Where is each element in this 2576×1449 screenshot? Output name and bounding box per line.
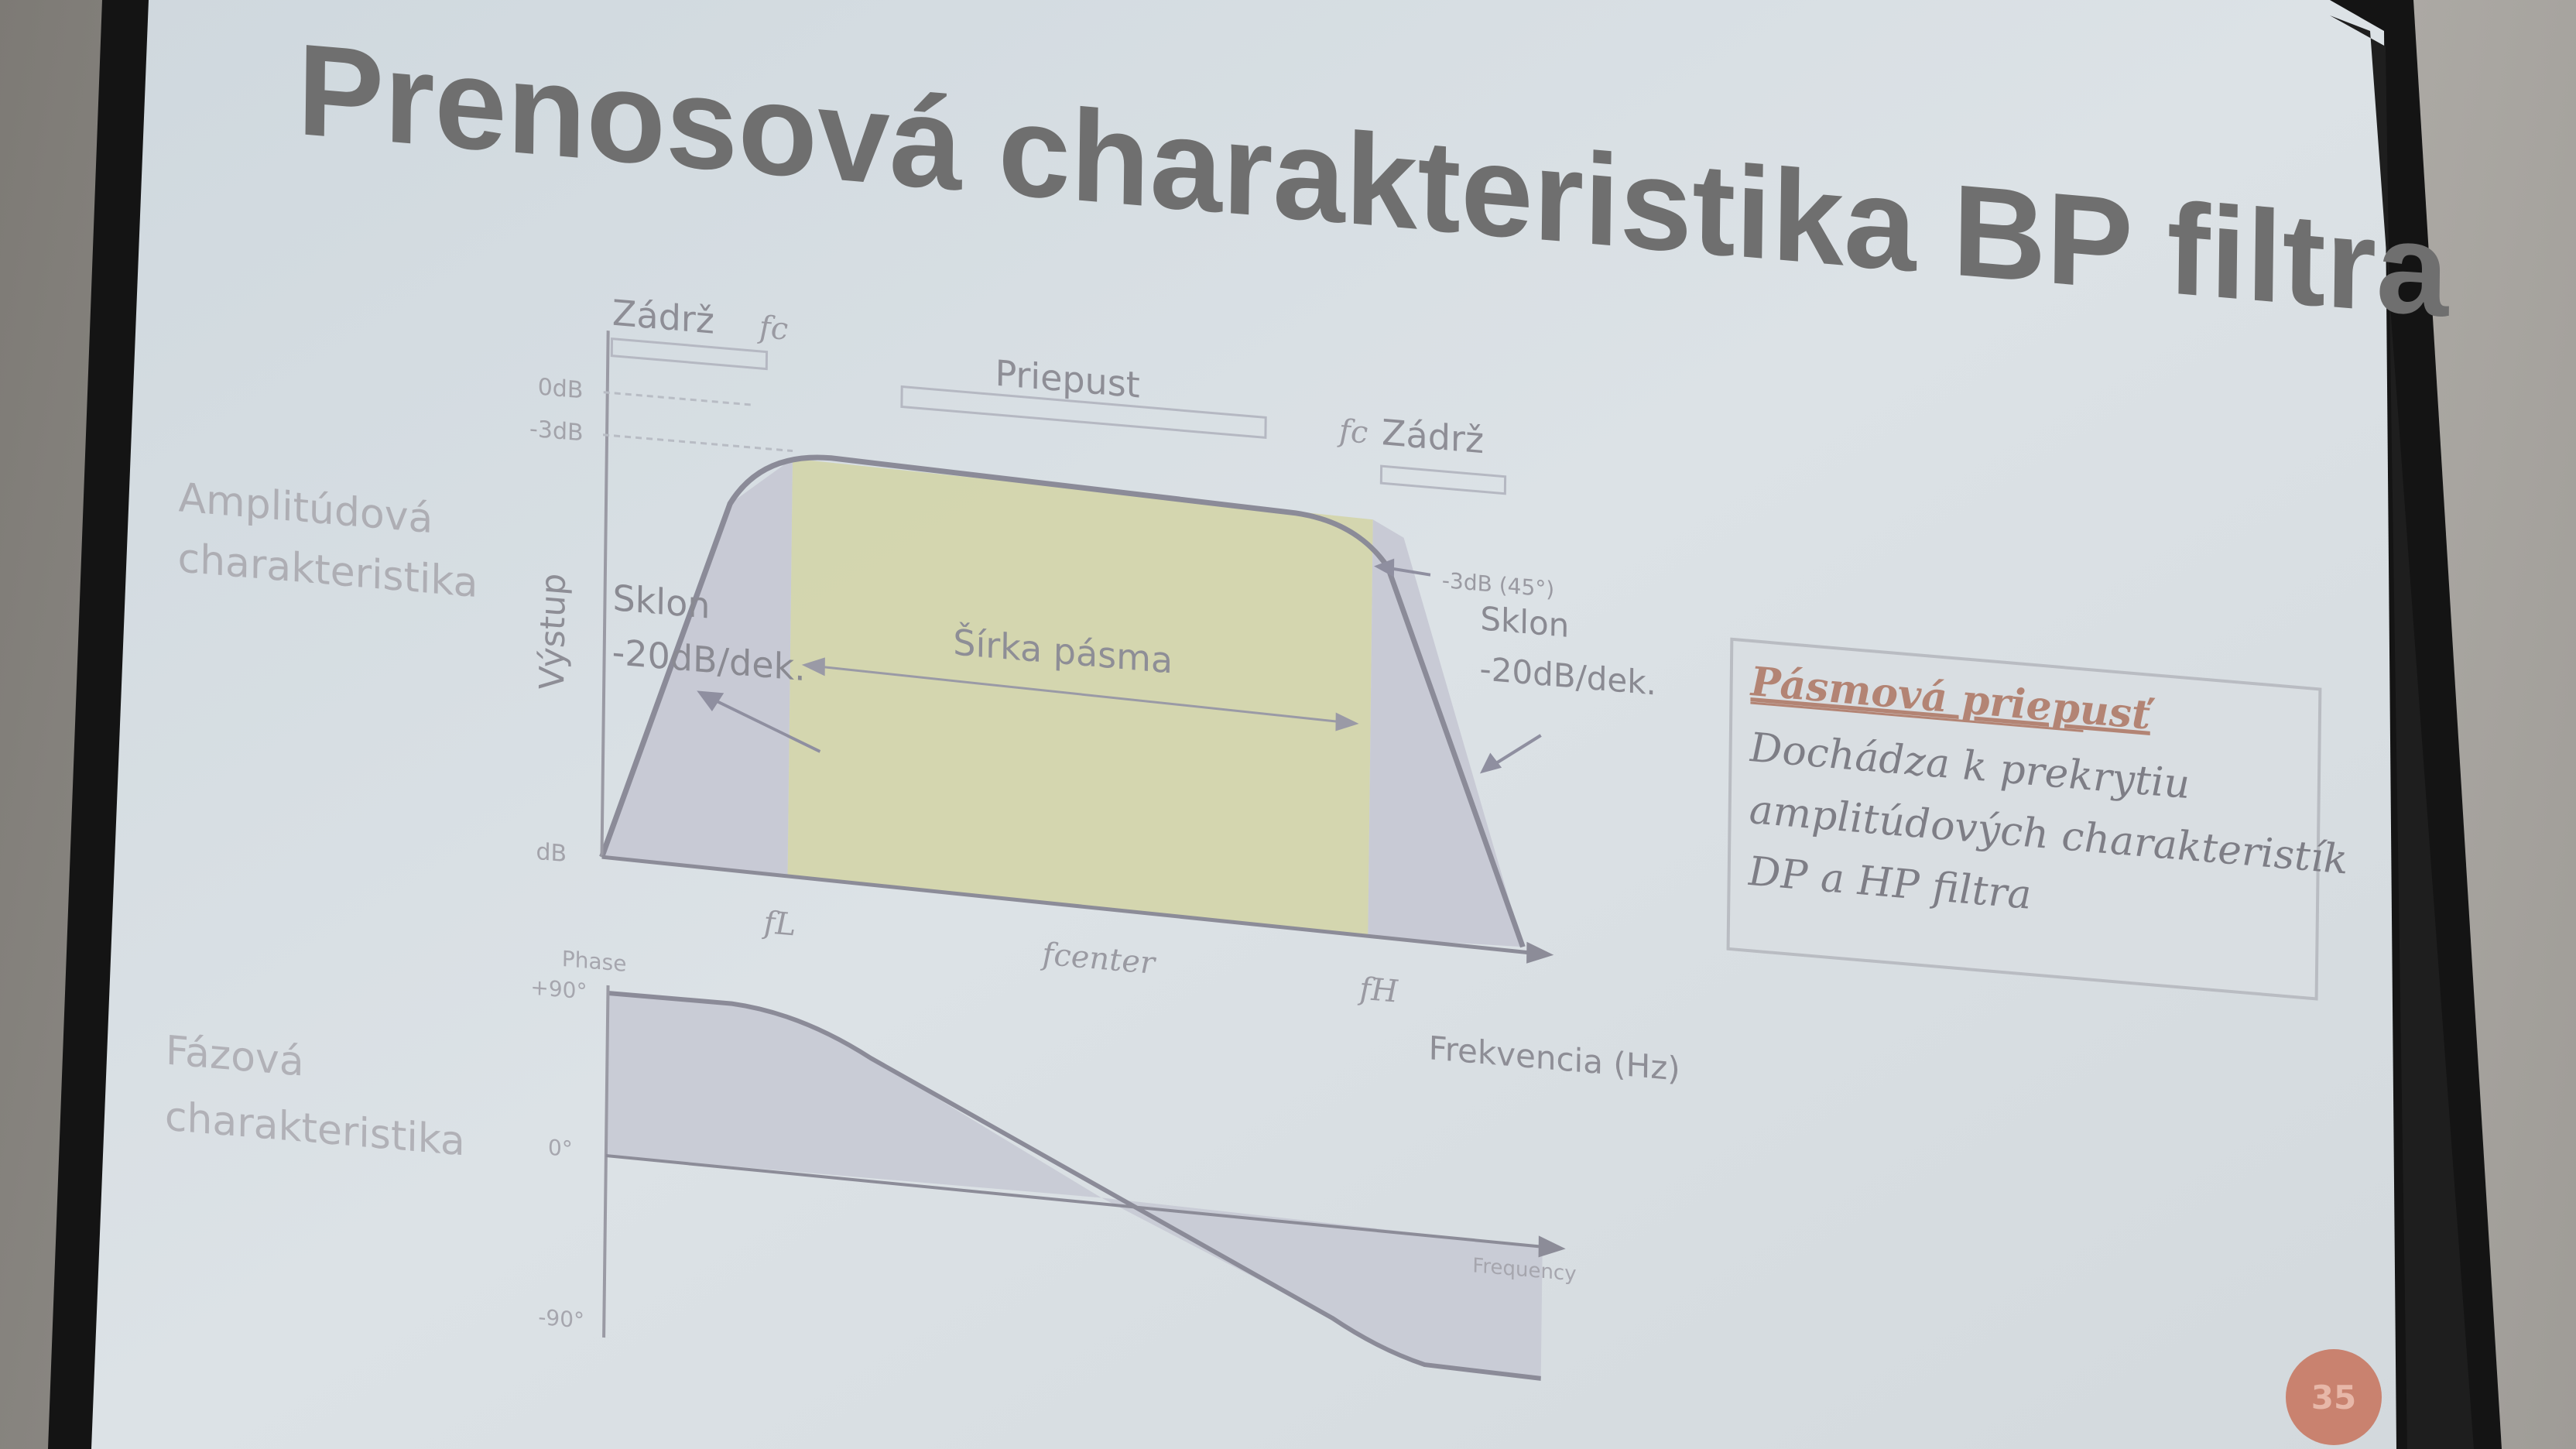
- tick-minus3db: -3dB: [529, 416, 584, 447]
- slope-right-pointer-head: [1479, 752, 1502, 774]
- phase-y-axis-label: Phase: [562, 946, 627, 977]
- phase-tick-top: +90°: [530, 975, 587, 1005]
- phase-chart: Phase +90° 0° -90° Frequency Fázová char…: [165, 946, 1577, 1381]
- left-transition-fill: [601, 458, 793, 877]
- phase-x-axis-arrowhead: [1538, 1235, 1566, 1258]
- freq-low-label: fL: [761, 905, 796, 944]
- slope-left-label-line1: Sklon: [612, 577, 711, 627]
- zero-db-guide: [603, 391, 755, 406]
- page-number-badge: [2286, 1349, 2382, 1445]
- passband-fill: [787, 458, 1373, 938]
- phase-x-axis: [605, 1154, 1550, 1249]
- stop-band-right-label: Zádrž: [1382, 411, 1485, 461]
- freq-high-label: fH: [1357, 971, 1399, 1009]
- phase-tick-mid: 0°: [548, 1135, 573, 1163]
- info-box-heading-underline: [1750, 701, 2084, 733]
- phase-fill-upper: [605, 993, 1101, 1198]
- slope-left-pointer: [704, 694, 821, 753]
- screen-edge-right: [2330, 15, 2474, 1449]
- cutoff-pointer-head: [1374, 558, 1395, 577]
- slope-right-label-line1: Sklon: [1480, 599, 1570, 645]
- bandwidth-arrow: [805, 663, 1355, 725]
- info-box-frame: [1726, 637, 2322, 1001]
- page-number: 35: [2311, 1379, 2356, 1416]
- info-box: Pásmová priepusť Dochádza k prekrytiu am…: [1726, 637, 2348, 1001]
- amplitude-chart: Zádrž fc Priepust fc Zádrž 0dB -3dB dB V…: [177, 292, 1680, 1088]
- tick-bottom-db: dB: [536, 838, 567, 868]
- phase-fill-lower: [1101, 1197, 1543, 1379]
- amplitude-curve: [599, 454, 1526, 948]
- stop-band-left-bracket: [610, 337, 769, 371]
- slope-left-pointer-head: [697, 690, 724, 712]
- phase-tick-bottom: -90°: [538, 1304, 584, 1334]
- y-axis-label: Výstup: [533, 571, 574, 691]
- stop-band-right-bracket: [1379, 464, 1507, 495]
- phase-y-axis: [602, 985, 610, 1338]
- stop-band-left-label: Zádrž: [612, 292, 715, 342]
- amplitude-y-axis: [600, 330, 610, 858]
- pass-band-bracket: [900, 385, 1267, 440]
- fc-left-label: fc: [757, 310, 789, 348]
- bandwidth-arrow-right-head: [1335, 712, 1359, 731]
- amplitude-x-axis: [601, 855, 1539, 956]
- fc-right-label: fc: [1337, 413, 1368, 450]
- x-axis-arrowhead: [1526, 941, 1554, 964]
- bandwidth-arrow-left-head: [801, 657, 825, 677]
- phase-curve: [608, 991, 1541, 1381]
- tick-0db: 0dB: [538, 374, 584, 405]
